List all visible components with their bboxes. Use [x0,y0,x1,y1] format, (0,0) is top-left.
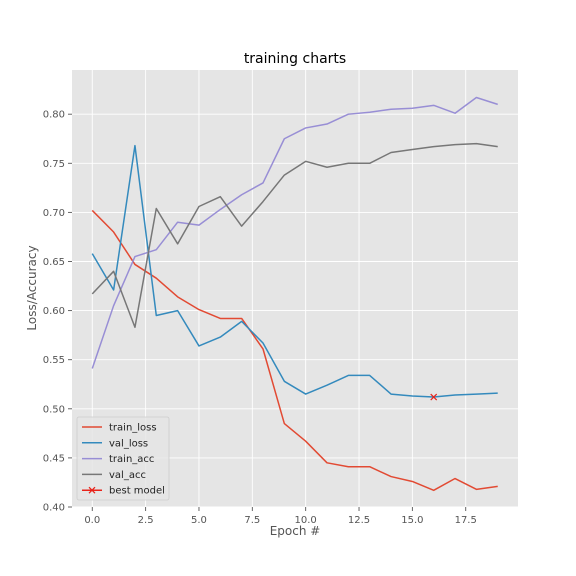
x-tick-label: 5.0 [191,515,207,526]
x-tick-label: 0.0 [84,515,100,526]
legend-entry-best-model: best model [82,486,165,497]
x-tick-label: 15.0 [401,515,423,526]
y-axis-label: Loss/Accuracy [25,245,39,330]
y-tick-label: 0.65 [43,257,65,268]
legend-entry-train-loss: train_loss [82,423,157,434]
chart-title: training charts [244,51,346,67]
y-axis-ticks: 0.40 0.45 0.50 0.55 0.60 0.65 0.70 0.75 0.80 [43,110,72,514]
x-axis-ticks: 0.0 2.5 5.0 7.5 10.0 12.5 15.0 17.5 [84,507,477,526]
legend-label: best model [109,486,165,497]
markers [430,393,438,401]
series-line-val-loss [91,144,498,398]
y-tick-label: 0.60 [43,306,65,317]
series-line-train-loss [91,209,498,492]
legend-entry-val-loss: val_loss [82,438,148,449]
legend-box [76,416,170,501]
y-tick-label: 0.70 [43,208,65,219]
y-tick-label: 0.45 [43,453,65,464]
x-axis-label: Epoch # [270,524,321,538]
best-model-marker [430,393,438,401]
legend-entry-val-acc: val_acc [82,470,146,481]
series-lines [91,96,498,492]
x-tick-label: 2.5 [138,515,154,526]
y-tick-label: 0.50 [43,404,65,415]
legend-label: val_loss [109,438,148,449]
grid-lines [72,70,518,508]
legend-label: train_loss [109,423,157,434]
legend-label: train_acc [109,454,154,465]
x-tick-label: 7.5 [244,515,260,526]
legend-entry-train-acc: train_acc [82,454,154,465]
y-tick-label: 0.40 [43,503,65,514]
y-tick-label: 0.80 [43,110,65,121]
x-tick-label: 10.0 [295,515,317,526]
legend-label: val_acc [109,470,146,481]
y-tick-label: 0.55 [43,355,65,366]
series-line-train-acc [91,96,498,369]
x-tick-label: 12.5 [348,515,370,526]
x-tick-label: 17.5 [455,515,477,526]
y-tick-label: 0.75 [43,159,65,170]
series-line-val-acc [91,142,498,329]
